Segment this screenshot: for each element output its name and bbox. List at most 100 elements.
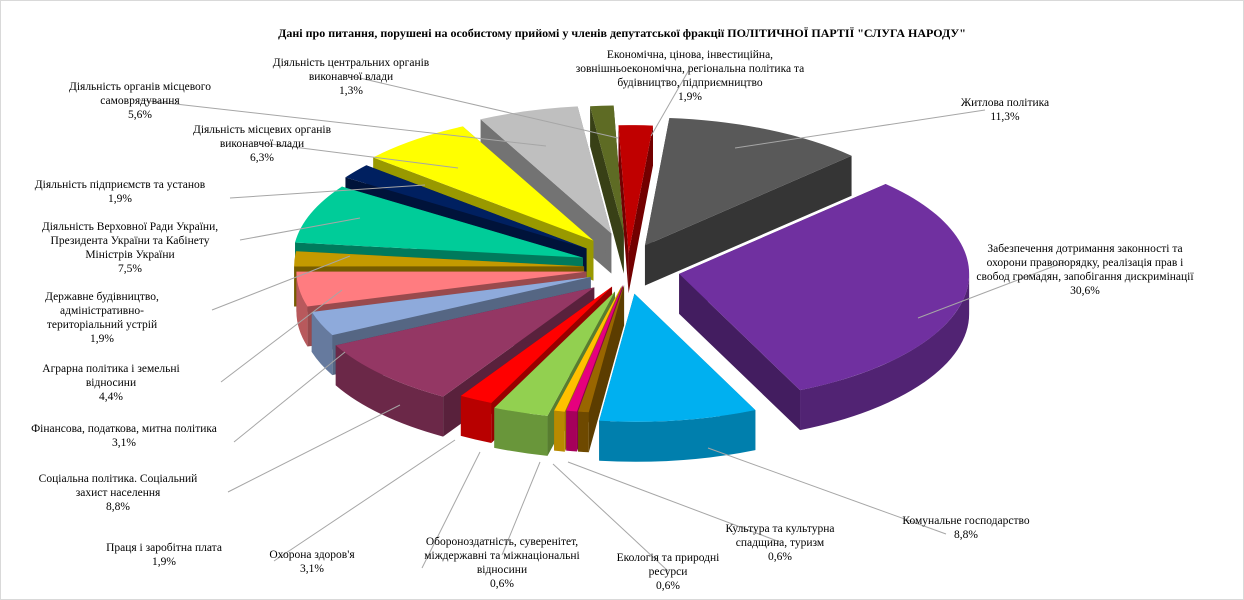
slice-rim xyxy=(460,395,492,444)
slice-wall xyxy=(618,125,629,294)
slice-label-value: 0,6% xyxy=(490,578,514,590)
slice-label-name: Соціальна політика. Соціальний захист на… xyxy=(38,473,198,499)
leader-line xyxy=(421,451,481,569)
slice-label-name: Діяльність Верховної Ради України, Прези… xyxy=(41,221,219,261)
slice-wall xyxy=(460,286,613,436)
slice-label: Діяльність органів місцевого самоврядува… xyxy=(50,80,230,122)
slice-label-value: 1,9% xyxy=(108,193,132,205)
leader-line xyxy=(707,447,947,535)
slice-label-value: 6,3% xyxy=(250,152,274,164)
slice-rim xyxy=(335,345,444,437)
slice-top xyxy=(578,285,625,413)
leader-line xyxy=(220,289,343,383)
slice-top xyxy=(480,106,612,234)
slice-rim xyxy=(566,410,577,452)
slice-label-value: 1,3% xyxy=(339,85,363,97)
slice-top xyxy=(644,118,852,246)
leader-line xyxy=(917,261,1066,319)
slice-label-name: Житлова політика xyxy=(960,97,1050,109)
slice-label-value: 1,9% xyxy=(152,556,176,568)
slice-top xyxy=(311,277,591,336)
slice-label-name: Діяльність місцевих органів виконавчої в… xyxy=(192,124,332,150)
slice-label: Забезпечення дотримання законності та ох… xyxy=(970,242,1200,298)
slice-wall xyxy=(644,155,852,286)
leader-line xyxy=(734,109,986,149)
slice-label-name: Забезпечення дотримання законності та ох… xyxy=(976,243,1194,283)
leader-line xyxy=(261,142,459,169)
slice-label-value: 3,1% xyxy=(112,437,136,449)
slice-label-name: Обороноздатність, суверенітет, міждержав… xyxy=(424,536,580,576)
slice-top xyxy=(554,286,622,412)
slice-label-value: 0,6% xyxy=(768,551,792,563)
slice-wall xyxy=(628,125,653,294)
pie-slice xyxy=(578,285,625,453)
leader-line xyxy=(650,67,691,137)
slice-label-value: 1,9% xyxy=(90,333,114,345)
pie-slice xyxy=(679,183,970,431)
pie-slice xyxy=(618,125,653,294)
slice-wall xyxy=(590,106,624,274)
slice-label: Житлова політика 11,3% xyxy=(945,96,1065,124)
slice-top xyxy=(599,293,756,422)
slice-rim xyxy=(800,273,970,431)
slice-label: Діяльність місцевих органів виконавчої в… xyxy=(177,123,347,165)
slice-label-name: Економічна, цінова, інвестиційна, зовніш… xyxy=(575,49,805,89)
slice-label: Аграрна політика і земельні відносини 4,4… xyxy=(31,362,191,404)
slice-label: Економічна, цінова, інвестиційна, зовніш… xyxy=(565,48,815,104)
slice-label: Обороноздатність, суверенітет, міждержав… xyxy=(412,535,592,591)
leader-line xyxy=(350,75,619,139)
slice-rim xyxy=(311,311,333,376)
pie-slice xyxy=(599,293,756,462)
slice-label-value: 8,8% xyxy=(954,529,978,541)
slice-label-name: Аграрна політика і земельні відносини xyxy=(42,363,180,389)
leader-line xyxy=(211,255,351,311)
slice-label-value: 5,6% xyxy=(128,109,152,121)
slice-label: Фінансова, податкова, митна політика 3,1% xyxy=(14,422,234,450)
slice-label-value: 7,5% xyxy=(118,263,142,275)
slice-top xyxy=(373,126,594,241)
slice-rim xyxy=(599,410,756,462)
slice-label: Соціальна політика. Соціальний захист на… xyxy=(33,472,203,514)
leader-line xyxy=(552,463,669,572)
slice-top xyxy=(460,286,613,404)
slice-rim xyxy=(578,411,589,453)
slice-label: Діяльність підприємств та установ 1,9% xyxy=(10,178,230,206)
leader-line xyxy=(139,99,547,147)
leader-line xyxy=(233,351,346,443)
slice-wall xyxy=(578,285,625,452)
slice-top xyxy=(494,291,615,416)
slice-label-value: 3,1% xyxy=(300,563,324,575)
leader-line xyxy=(273,439,456,562)
pie-slice xyxy=(644,118,852,286)
slice-rim xyxy=(554,410,565,452)
slice-label-name: Фінансова, податкова, митна політика xyxy=(31,423,217,435)
slice-label: Державне будівництво, адміністративно-те… xyxy=(27,290,177,346)
leader-line xyxy=(229,184,426,199)
slice-label: Комунальне господарство 8,8% xyxy=(881,514,1051,542)
slice-label: Праця і заробітна плата 1,9% xyxy=(84,541,244,569)
chart-title: Дані про питання, порушені на особистому… xyxy=(278,26,966,40)
slice-label-value: 1,9% xyxy=(678,91,702,103)
slice-label: Охорона здоров'я 3,1% xyxy=(257,548,367,576)
slice-label-value: 8,8% xyxy=(106,501,130,513)
slice-top xyxy=(566,285,624,412)
slice-top xyxy=(335,287,595,397)
slice-wall xyxy=(311,277,591,352)
slice-top xyxy=(296,271,587,307)
slice-top xyxy=(679,183,970,391)
slice-label-name: Діяльність підприємств та установ xyxy=(34,179,206,191)
slice-rim xyxy=(494,407,548,456)
slice-label-name: Праця і заробітна плата xyxy=(106,542,222,554)
slice-label-value: 0,6% xyxy=(656,580,680,592)
slice-label-name: Державне будівництво, адміністративно-те… xyxy=(45,291,159,331)
leader-line xyxy=(239,217,361,241)
slice-label-value: 11,3% xyxy=(990,111,1020,123)
slice-rim xyxy=(296,271,308,347)
slice-top xyxy=(294,251,585,267)
slice-label-value: 30,6% xyxy=(1070,285,1100,297)
slice-label-value: 4,4% xyxy=(99,391,123,403)
leader-line xyxy=(227,404,401,493)
slice-label: Діяльність центральних органів виконавчо… xyxy=(271,56,431,98)
slice-label-name: Охорона здоров'я xyxy=(269,549,355,561)
